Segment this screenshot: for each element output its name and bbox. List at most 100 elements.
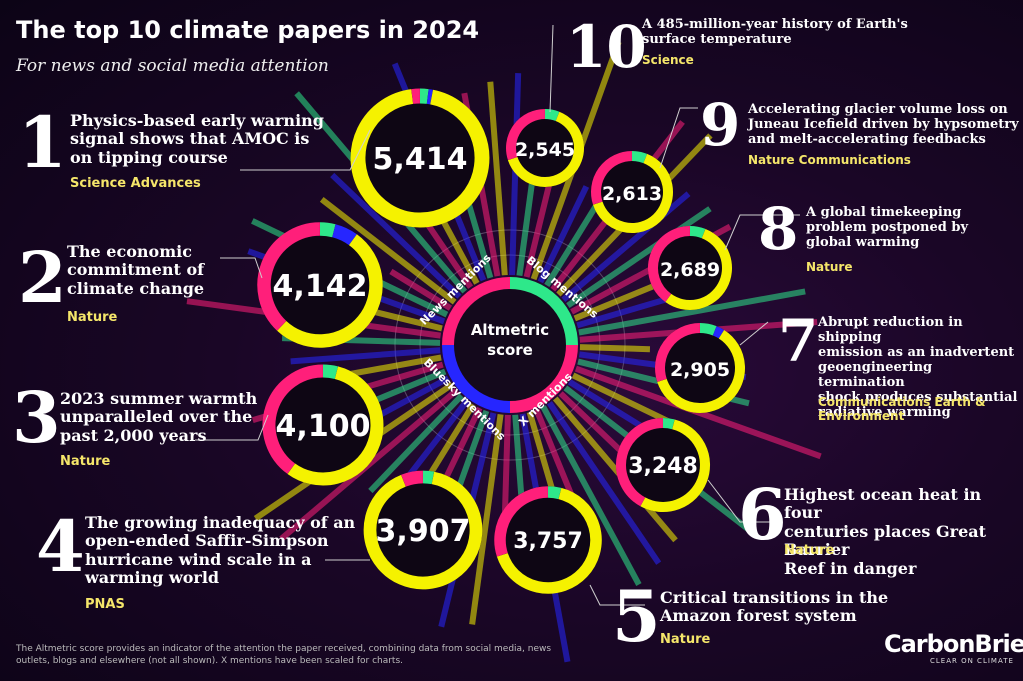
journal-name: Communications Earth & Environment xyxy=(818,395,986,423)
paper-title-line: radiative warming xyxy=(818,404,951,420)
paper-donut-6: 3,248 xyxy=(615,417,711,513)
rank-number: 2 xyxy=(18,236,67,319)
donut-segment-news xyxy=(655,323,701,382)
paper-title: Highest ocean heat in four centuries plac… xyxy=(784,485,1023,578)
score-label: 2,689 xyxy=(660,259,720,281)
paper-title: Abrupt reduction in shipping emission as … xyxy=(818,315,1023,421)
donut-segment-blog xyxy=(319,222,336,238)
paper-title-line: A 485-million-year history of Earth's xyxy=(642,17,908,32)
paper-title-line: open-ended Saffir-Simpson xyxy=(85,531,329,551)
paper-title-line: problem postponed by xyxy=(806,219,969,235)
connector-line xyxy=(659,107,698,169)
paper-title: A 485-million-year history of Earth's sur… xyxy=(642,17,908,48)
journal-name: Nature xyxy=(660,632,711,647)
paper-title: The growing inadequacy of an open-ended S… xyxy=(85,513,356,588)
donut-segment-x xyxy=(640,419,710,513)
carbonbrief-tagline: CLEAR ON CLIMATE xyxy=(930,657,1014,665)
donut-segment-blog xyxy=(689,226,706,239)
paper-title: Physics-based early warning signal shows … xyxy=(70,111,324,167)
donut-segment-news xyxy=(257,222,321,331)
journal-name: Nature Communications xyxy=(748,153,911,167)
mention-bar xyxy=(279,387,459,542)
page-subtitle: For news and social media attention xyxy=(16,56,329,76)
centre-label: Altmetric xyxy=(471,321,549,339)
paper-title-line: shock produces substantial xyxy=(818,389,1018,405)
paper-title-line: past 2,000 years xyxy=(60,425,207,445)
donut-bg xyxy=(591,151,673,233)
mention-bar xyxy=(509,73,522,276)
paper-donut-1: 5,414 xyxy=(350,88,490,228)
donut-bg xyxy=(506,109,584,187)
donut-segment-blog xyxy=(662,417,675,430)
journal-name: Science xyxy=(642,53,694,67)
paper-title-line: emission as an inadvertent xyxy=(818,344,1015,360)
donut-segment-news xyxy=(262,364,324,474)
mention-bar xyxy=(546,401,662,565)
paper-title: The economic commitment of climate change xyxy=(67,242,205,298)
mention-bar xyxy=(389,268,453,311)
paper-donut-9: 2,613 xyxy=(591,151,673,233)
donut-bg xyxy=(363,470,483,590)
journal-name: PNAS xyxy=(85,597,125,612)
paper-title: A global timekeeping problem postponed by… xyxy=(806,205,969,251)
rank-number: 8 xyxy=(758,195,799,263)
paper-title-line: Critical transitions in the xyxy=(660,588,889,607)
connector-line xyxy=(240,129,371,171)
journal-name: Nature xyxy=(784,543,835,558)
donut-segment-x xyxy=(350,89,490,228)
centre-news-segment xyxy=(442,277,511,346)
score-label: 4,142 xyxy=(273,269,368,304)
donut-segment-news xyxy=(401,470,424,487)
donut-segment-bluesky xyxy=(331,224,357,246)
donut-segment-x xyxy=(507,111,584,187)
donut-segment-news xyxy=(648,226,691,302)
paper-donut-4: 3,907 xyxy=(363,470,483,590)
donut-segment-x xyxy=(496,487,602,594)
donut-segment-blog xyxy=(699,323,717,336)
mention-bar xyxy=(462,192,494,279)
donut-segment-bluesky xyxy=(426,89,433,105)
rank-number: 4 xyxy=(36,505,85,588)
paper-title-line: Highest ocean heat in four xyxy=(784,485,982,523)
connector-line xyxy=(589,584,645,606)
centre-news-x-segment xyxy=(509,344,578,413)
connector-line xyxy=(549,24,554,113)
mention-bar xyxy=(290,347,441,365)
donut-segment-blog xyxy=(631,151,648,164)
paper-title-line: climate change xyxy=(67,278,205,298)
donut-segment-blog xyxy=(547,486,562,500)
donut-bg xyxy=(350,88,490,228)
paper-title-line: warming world xyxy=(85,568,220,588)
journal-name: Science Advances xyxy=(70,176,201,191)
donut-segment-blog xyxy=(544,109,560,122)
mention-bar xyxy=(540,405,642,586)
mention-bar xyxy=(578,288,806,336)
donut-segment-news xyxy=(506,109,546,161)
mention-bar xyxy=(566,206,712,309)
centre-blog-segment xyxy=(509,277,578,346)
paper-title-line: hurricane wind scale in a xyxy=(85,549,312,569)
rank-number: 7 xyxy=(778,307,819,375)
paper-title-line: signal shows that AMOC is xyxy=(70,129,310,149)
connector-line xyxy=(195,414,269,441)
mention-bar xyxy=(552,396,678,543)
donut-segment-blog xyxy=(322,364,338,380)
donut-segment-news xyxy=(494,486,549,557)
paper-title-line: Juneau Icefield driven by hypsometry xyxy=(748,116,1019,132)
paper-donut-10: 2,545 xyxy=(506,109,584,187)
donut-segment-news xyxy=(616,417,664,507)
paper-title-line: The growing inadequacy of an xyxy=(85,513,356,532)
paper-title-line: The economic xyxy=(67,242,192,261)
mention-bar xyxy=(579,344,651,353)
journal-name: Nature xyxy=(67,310,118,325)
paper-donut-5: 3,757 xyxy=(494,486,602,594)
paper-title-line: A global timekeeping xyxy=(806,205,962,220)
score-label: 4,100 xyxy=(276,409,371,444)
mention-bar xyxy=(330,172,462,299)
paper-title-line: Accelerating glacier volume loss on xyxy=(748,102,1008,117)
donut-bg xyxy=(655,323,745,413)
rank-number: 6 xyxy=(738,473,787,556)
paper-title-line: unparalleled over the xyxy=(60,407,253,427)
paper-title: Accelerating glacier volume loss on Junea… xyxy=(748,102,1019,148)
